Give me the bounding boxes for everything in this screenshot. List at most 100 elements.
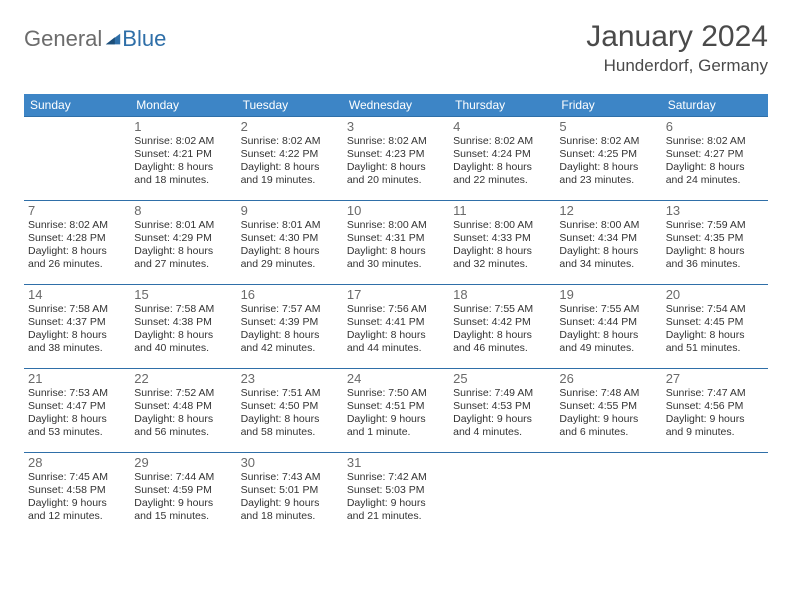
logo-text-blue: Blue — [122, 26, 166, 52]
day-number: 1 — [134, 119, 232, 134]
calendar-cell: 24Sunrise: 7:50 AMSunset: 4:51 PMDayligh… — [343, 369, 449, 453]
day-number: 11 — [453, 203, 551, 218]
calendar-cell — [662, 453, 768, 537]
logo-text-general: General — [24, 26, 102, 52]
day-number: 4 — [453, 119, 551, 134]
day-info: Sunrise: 8:01 AMSunset: 4:30 PMDaylight:… — [241, 219, 339, 272]
calendar-row: 14Sunrise: 7:58 AMSunset: 4:37 PMDayligh… — [24, 285, 768, 369]
calendar-cell: 7Sunrise: 8:02 AMSunset: 4:28 PMDaylight… — [24, 201, 130, 285]
calendar-row: 28Sunrise: 7:45 AMSunset: 4:58 PMDayligh… — [24, 453, 768, 537]
month-title: January 2024 — [586, 20, 768, 54]
day-number: 29 — [134, 455, 232, 470]
day-number: 6 — [666, 119, 764, 134]
day-number: 5 — [559, 119, 657, 134]
day-info: Sunrise: 7:55 AMSunset: 4:42 PMDaylight:… — [453, 303, 551, 356]
day-info: Sunrise: 8:02 AMSunset: 4:27 PMDaylight:… — [666, 135, 764, 188]
day-header: Monday — [130, 94, 236, 117]
location: Hunderdorf, Germany — [586, 56, 768, 76]
day-info: Sunrise: 8:02 AMSunset: 4:21 PMDaylight:… — [134, 135, 232, 188]
day-number: 22 — [134, 371, 232, 386]
day-info: Sunrise: 7:57 AMSunset: 4:39 PMDaylight:… — [241, 303, 339, 356]
day-info: Sunrise: 7:59 AMSunset: 4:35 PMDaylight:… — [666, 219, 764, 272]
day-number: 27 — [666, 371, 764, 386]
calendar-cell: 2Sunrise: 8:02 AMSunset: 4:22 PMDaylight… — [237, 117, 343, 201]
calendar-cell: 5Sunrise: 8:02 AMSunset: 4:25 PMDaylight… — [555, 117, 661, 201]
calendar-cell: 9Sunrise: 8:01 AMSunset: 4:30 PMDaylight… — [237, 201, 343, 285]
day-info: Sunrise: 8:01 AMSunset: 4:29 PMDaylight:… — [134, 219, 232, 272]
calendar-cell — [24, 117, 130, 201]
calendar-cell: 19Sunrise: 7:55 AMSunset: 4:44 PMDayligh… — [555, 285, 661, 369]
day-info: Sunrise: 8:00 AMSunset: 4:31 PMDaylight:… — [347, 219, 445, 272]
calendar-cell: 16Sunrise: 7:57 AMSunset: 4:39 PMDayligh… — [237, 285, 343, 369]
day-number: 20 — [666, 287, 764, 302]
day-number: 16 — [241, 287, 339, 302]
calendar-row: 21Sunrise: 7:53 AMSunset: 4:47 PMDayligh… — [24, 369, 768, 453]
day-info: Sunrise: 7:58 AMSunset: 4:37 PMDaylight:… — [28, 303, 126, 356]
calendar-cell: 6Sunrise: 8:02 AMSunset: 4:27 PMDaylight… — [662, 117, 768, 201]
day-number: 17 — [347, 287, 445, 302]
day-header: Saturday — [662, 94, 768, 117]
day-info: Sunrise: 8:02 AMSunset: 4:22 PMDaylight:… — [241, 135, 339, 188]
day-number: 28 — [28, 455, 126, 470]
calendar-cell: 11Sunrise: 8:00 AMSunset: 4:33 PMDayligh… — [449, 201, 555, 285]
day-number: 31 — [347, 455, 445, 470]
day-info: Sunrise: 7:55 AMSunset: 4:44 PMDaylight:… — [559, 303, 657, 356]
day-info: Sunrise: 7:54 AMSunset: 4:45 PMDaylight:… — [666, 303, 764, 356]
day-info: Sunrise: 7:45 AMSunset: 4:58 PMDaylight:… — [28, 471, 126, 524]
day-number: 7 — [28, 203, 126, 218]
day-info: Sunrise: 8:00 AMSunset: 4:34 PMDaylight:… — [559, 219, 657, 272]
day-header: Wednesday — [343, 94, 449, 117]
calendar-cell: 23Sunrise: 7:51 AMSunset: 4:50 PMDayligh… — [237, 369, 343, 453]
day-number: 18 — [453, 287, 551, 302]
calendar-cell: 10Sunrise: 8:00 AMSunset: 4:31 PMDayligh… — [343, 201, 449, 285]
day-info: Sunrise: 8:00 AMSunset: 4:33 PMDaylight:… — [453, 219, 551, 272]
calendar-cell: 3Sunrise: 8:02 AMSunset: 4:23 PMDaylight… — [343, 117, 449, 201]
calendar-cell: 21Sunrise: 7:53 AMSunset: 4:47 PMDayligh… — [24, 369, 130, 453]
header: General Blue January 2024 Hunderdorf, Ge… — [24, 20, 768, 76]
day-info: Sunrise: 7:43 AMSunset: 5:01 PMDaylight:… — [241, 471, 339, 524]
calendar-cell: 12Sunrise: 8:00 AMSunset: 4:34 PMDayligh… — [555, 201, 661, 285]
calendar-cell: 28Sunrise: 7:45 AMSunset: 4:58 PMDayligh… — [24, 453, 130, 537]
day-number: 9 — [241, 203, 339, 218]
day-info: Sunrise: 7:50 AMSunset: 4:51 PMDaylight:… — [347, 387, 445, 440]
day-info: Sunrise: 8:02 AMSunset: 4:25 PMDaylight:… — [559, 135, 657, 188]
calendar-cell: 31Sunrise: 7:42 AMSunset: 5:03 PMDayligh… — [343, 453, 449, 537]
day-info: Sunrise: 8:02 AMSunset: 4:23 PMDaylight:… — [347, 135, 445, 188]
calendar-table: SundayMondayTuesdayWednesdayThursdayFrid… — [24, 94, 768, 537]
calendar-cell: 20Sunrise: 7:54 AMSunset: 4:45 PMDayligh… — [662, 285, 768, 369]
day-header: Sunday — [24, 94, 130, 117]
calendar-cell: 25Sunrise: 7:49 AMSunset: 4:53 PMDayligh… — [449, 369, 555, 453]
day-info: Sunrise: 7:42 AMSunset: 5:03 PMDaylight:… — [347, 471, 445, 524]
day-number: 13 — [666, 203, 764, 218]
day-info: Sunrise: 7:48 AMSunset: 4:55 PMDaylight:… — [559, 387, 657, 440]
day-info: Sunrise: 7:44 AMSunset: 4:59 PMDaylight:… — [134, 471, 232, 524]
calendar-cell: 15Sunrise: 7:58 AMSunset: 4:38 PMDayligh… — [130, 285, 236, 369]
calendar-cell: 22Sunrise: 7:52 AMSunset: 4:48 PMDayligh… — [130, 369, 236, 453]
day-info: Sunrise: 8:02 AMSunset: 4:28 PMDaylight:… — [28, 219, 126, 272]
day-info: Sunrise: 7:51 AMSunset: 4:50 PMDaylight:… — [241, 387, 339, 440]
day-number: 19 — [559, 287, 657, 302]
calendar-cell: 18Sunrise: 7:55 AMSunset: 4:42 PMDayligh… — [449, 285, 555, 369]
calendar-cell: 14Sunrise: 7:58 AMSunset: 4:37 PMDayligh… — [24, 285, 130, 369]
day-header: Thursday — [449, 94, 555, 117]
day-number: 12 — [559, 203, 657, 218]
day-number: 8 — [134, 203, 232, 218]
day-number: 25 — [453, 371, 551, 386]
title-block: January 2024 Hunderdorf, Germany — [586, 20, 768, 76]
day-number: 15 — [134, 287, 232, 302]
calendar-cell — [555, 453, 661, 537]
day-number: 21 — [28, 371, 126, 386]
calendar-cell: 4Sunrise: 8:02 AMSunset: 4:24 PMDaylight… — [449, 117, 555, 201]
day-number: 24 — [347, 371, 445, 386]
day-info: Sunrise: 8:02 AMSunset: 4:24 PMDaylight:… — [453, 135, 551, 188]
calendar-cell — [449, 453, 555, 537]
day-header: Friday — [555, 94, 661, 117]
calendar-cell: 26Sunrise: 7:48 AMSunset: 4:55 PMDayligh… — [555, 369, 661, 453]
calendar-cell: 1Sunrise: 8:02 AMSunset: 4:21 PMDaylight… — [130, 117, 236, 201]
day-info: Sunrise: 7:49 AMSunset: 4:53 PMDaylight:… — [453, 387, 551, 440]
calendar-cell: 8Sunrise: 8:01 AMSunset: 4:29 PMDaylight… — [130, 201, 236, 285]
day-info: Sunrise: 7:53 AMSunset: 4:47 PMDaylight:… — [28, 387, 126, 440]
logo: General Blue — [24, 20, 166, 52]
day-info: Sunrise: 7:58 AMSunset: 4:38 PMDaylight:… — [134, 303, 232, 356]
day-number: 26 — [559, 371, 657, 386]
